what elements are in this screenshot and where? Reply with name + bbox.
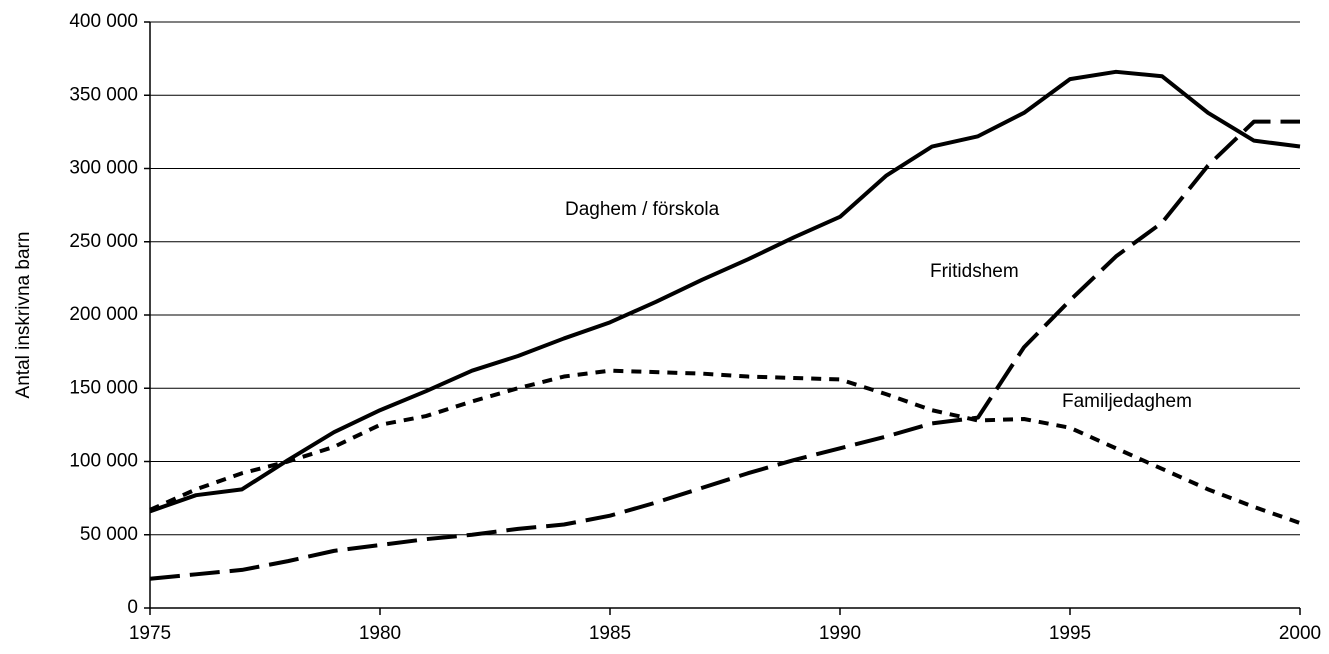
y-tick-label: 200 000: [69, 304, 138, 325]
x-tick-label: 1995: [1049, 623, 1091, 644]
series-line: [149, 69, 1301, 514]
x-tick-label: 1985: [589, 623, 631, 644]
y-axis-label: Antal inskrivna barn: [13, 232, 34, 399]
y-tick-label: 0: [127, 597, 138, 618]
x-tick-label: 2000: [1279, 623, 1321, 644]
series-label: Familjedaghem: [1062, 391, 1192, 412]
series-label: Fritidshem: [930, 261, 1019, 282]
y-tick-label: 50 000: [80, 524, 138, 545]
x-tick-label: 1990: [819, 623, 861, 644]
x-tick-label: 1980: [359, 623, 401, 644]
y-tick-label: 100 000: [69, 451, 138, 472]
y-tick-label: 300 000: [69, 158, 138, 179]
y-tick-label: 350 000: [69, 84, 138, 105]
y-tick-label: 250 000: [69, 231, 138, 252]
x-tick-label: 1975: [129, 623, 171, 644]
series-label: Daghem / förskola: [565, 199, 720, 220]
series-line: [149, 368, 1301, 525]
y-tick-label: 400 000: [69, 11, 138, 32]
y-tick-label: 150 000: [69, 377, 138, 398]
series-line: [149, 119, 1300, 581]
